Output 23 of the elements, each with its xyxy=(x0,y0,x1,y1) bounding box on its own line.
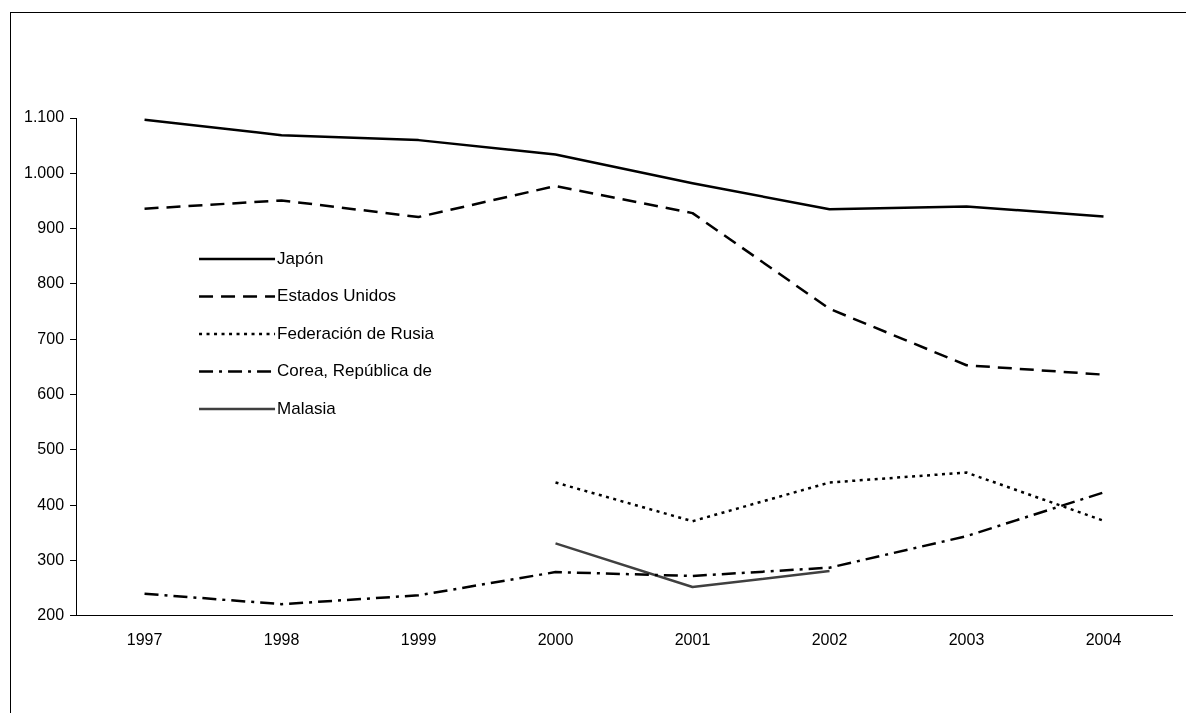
legend-label: Malasia xyxy=(277,398,337,418)
x-tick-label: 2001 xyxy=(674,630,711,648)
x-tick-label: 1997 xyxy=(126,630,163,648)
x-tick-label: 1998 xyxy=(263,630,300,648)
legend-label: Federación de Rusia xyxy=(277,323,435,343)
x-tick-label: 2003 xyxy=(948,630,985,648)
y-tick-label: 500 xyxy=(37,440,65,458)
y-tick-label: 700 xyxy=(37,329,65,347)
legend-label: Japón xyxy=(277,248,324,268)
y-tick-label: 1.000 xyxy=(23,163,65,181)
legend-label: Estados Unidos xyxy=(277,286,397,306)
x-tick-label: 2000 xyxy=(537,630,574,648)
y-tick-label: 1.100 xyxy=(23,108,65,126)
x-tick-label: 2004 xyxy=(1085,630,1122,648)
legend-label: Corea, República de xyxy=(277,361,433,381)
x-tick-label: 2002 xyxy=(811,630,848,648)
y-tick-label: 600 xyxy=(37,384,65,402)
y-tick-label: 800 xyxy=(37,274,65,292)
y-tick-label: 400 xyxy=(37,495,65,513)
y-tick-label: 200 xyxy=(37,606,65,624)
y-tick-label: 900 xyxy=(37,219,65,237)
y-tick-label: 300 xyxy=(37,550,65,568)
x-tick-label: 1999 xyxy=(400,630,437,648)
